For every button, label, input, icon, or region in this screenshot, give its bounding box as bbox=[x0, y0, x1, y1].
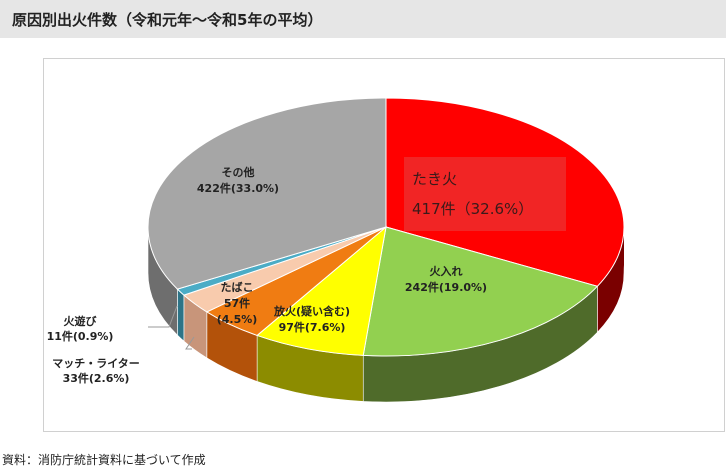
page-title: 原因別出火件数（令和元年～令和5年の平均） bbox=[12, 11, 323, 29]
slice-label-name-0: たき火 bbox=[412, 170, 457, 188]
slice-label-name-1: 火入れ bbox=[430, 265, 463, 278]
slice-label-name-2: 放火(疑い含む) bbox=[273, 304, 350, 318]
chart-frame: たき火 417件（32.6%） 火入れ 242件(19.0%) 放火(疑い含む) 97件(… bbox=[43, 58, 725, 432]
pie-slice-1 bbox=[362, 226, 599, 357]
slice-label-pct-3: (4.5%) bbox=[217, 313, 258, 326]
slice-label-value-4: 33件(2.6%) bbox=[63, 371, 130, 385]
slice-label-value-1: 242件(19.0%) bbox=[405, 280, 487, 294]
pie-slice-2 bbox=[256, 225, 387, 356]
slice-label-value-0: 417件（32.6%） bbox=[412, 200, 533, 218]
slice-label-value-2: 97件(7.6%) bbox=[279, 320, 346, 334]
slice-label-value-5: 11件(0.9%) bbox=[47, 329, 114, 343]
slice-label-name-4: マッチ・ライター bbox=[52, 357, 140, 370]
pie-slice-6 bbox=[147, 97, 387, 290]
title-bar: 原因別出火件数（令和元年～令和5年の平均） bbox=[0, 0, 726, 38]
leader-line-4 bbox=[185, 336, 195, 350]
slice-label-name-6: その他 bbox=[222, 165, 255, 179]
leader-line-5 bbox=[148, 305, 178, 328]
pie-side-5 bbox=[177, 288, 185, 342]
label-box-0 bbox=[404, 157, 566, 231]
slice-label-count-3: 57件 bbox=[224, 296, 250, 310]
slice-label-name-5: 火遊び bbox=[64, 314, 98, 328]
slice-label-value-6: 422件(33.0%) bbox=[197, 181, 279, 195]
source-note: 資料：消防庁統計資料に基づいて作成 bbox=[2, 453, 206, 467]
slice-label-name-3: たばこ bbox=[221, 280, 254, 294]
pie-chart: たき火 417件（32.6%） 火入れ 242件(19.0%) 放火(疑い含む) 97件(… bbox=[47, 97, 625, 403]
